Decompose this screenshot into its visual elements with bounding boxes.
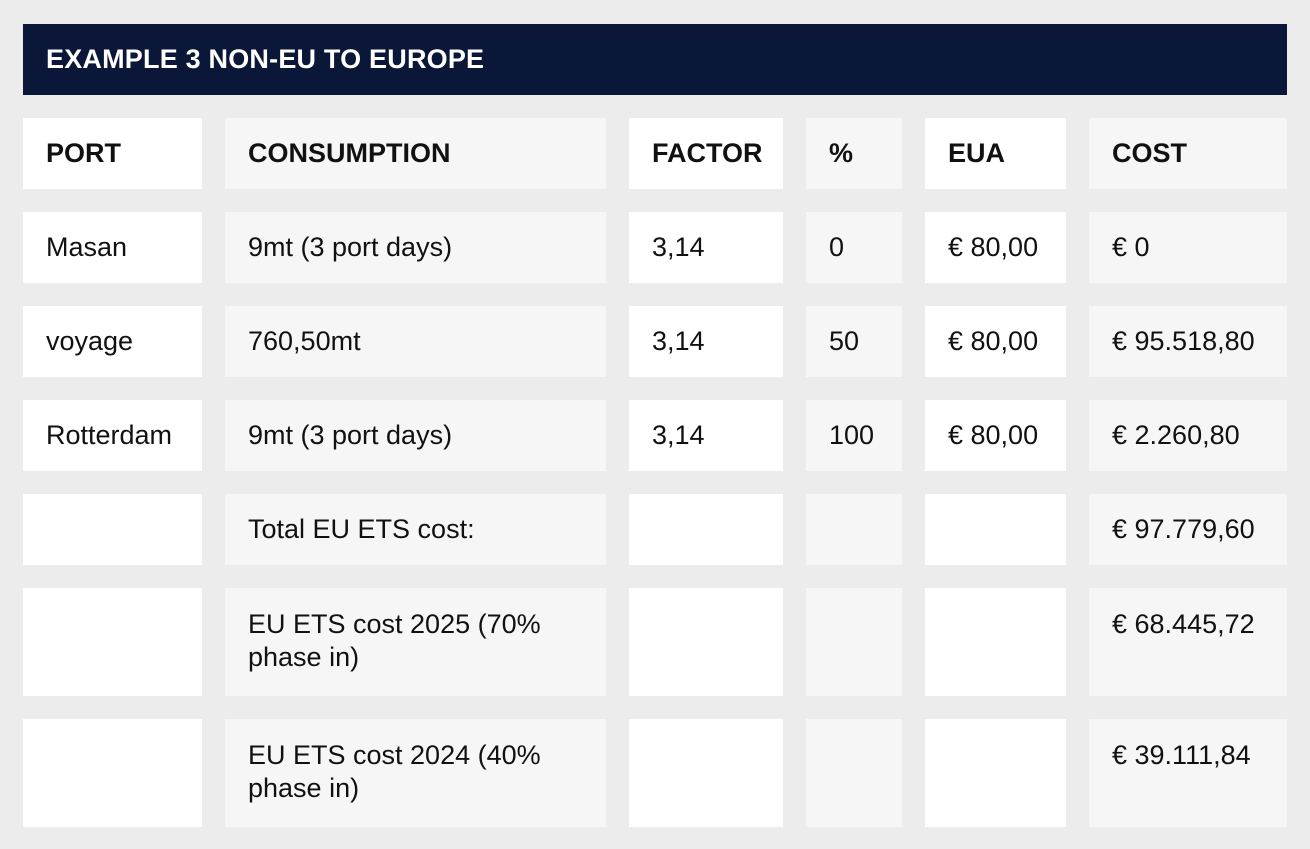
cell-consumption: 760,50mt <box>225 306 606 377</box>
cell-cost: € 39.111,84 <box>1089 719 1287 827</box>
table-row: Masan 9mt (3 port days) 3,14 0 € 80,00 €… <box>23 212 1287 283</box>
cell-factor: 3,14 <box>629 212 783 283</box>
table-row-2025: EU ETS cost 2025 (70% phase in) € 68.445… <box>23 588 1287 696</box>
cell-text: 0 <box>829 232 845 262</box>
header-label: CONSUMPTION <box>248 138 451 168</box>
cell-consumption: EU ETS cost 2024 (40% phase in) <box>225 719 606 827</box>
cell-eua: € 80,00 <box>925 400 1066 471</box>
cell-factor: 3,14 <box>629 306 783 377</box>
cell-text: EU ETS cost 2025 (70% phase in) <box>248 609 541 672</box>
table-row-2024: EU ETS cost 2024 (40% phase in) € 39.111… <box>23 719 1287 827</box>
cell-consumption: EU ETS cost 2025 (70% phase in) <box>225 588 606 696</box>
cell-text: 9mt (3 port days) <box>248 420 453 450</box>
cell-eua: € 80,00 <box>925 212 1066 283</box>
cell-text: € 80,00 <box>948 420 1039 450</box>
cell-cost: € 0 <box>1089 212 1287 283</box>
cell-percent <box>806 588 902 696</box>
cell-text: Total EU ETS cost: <box>248 514 475 544</box>
cell-factor <box>629 719 783 827</box>
cell-percent <box>806 719 902 827</box>
cell-cost: € 95.518,80 <box>1089 306 1287 377</box>
header-label: FACTOR <box>652 138 763 168</box>
cell-text: Rotterdam <box>46 420 173 450</box>
cell-text: € 2.260,80 <box>1112 420 1240 450</box>
table-row: voyage 760,50mt 3,14 50 € 80,00 € 95.518… <box>23 306 1287 377</box>
cell-port <box>23 719 202 827</box>
cell-text: € 97.779,60 <box>1112 514 1255 544</box>
cell-eua: € 80,00 <box>925 306 1066 377</box>
cell-cost: € 2.260,80 <box>1089 400 1287 471</box>
cell-eua <box>925 494 1066 565</box>
cell-text: 760,50mt <box>248 326 361 356</box>
cell-percent: 50 <box>806 306 902 377</box>
header-port: PORT <box>23 118 202 189</box>
cell-text: € 0 <box>1112 232 1150 262</box>
header-eua: EUA <box>925 118 1066 189</box>
cell-port: Rotterdam <box>23 400 202 471</box>
table-row-total: Total EU ETS cost: € 97.779,60 <box>23 494 1287 565</box>
cell-eua <box>925 588 1066 696</box>
cell-consumption: Total EU ETS cost: <box>225 494 606 565</box>
header-percent: % <box>806 118 902 189</box>
cell-text: € 80,00 <box>948 232 1039 262</box>
cell-percent: 0 <box>806 212 902 283</box>
table-title-bar: EXAMPLE 3 NON-EU TO EUROPE <box>23 24 1287 95</box>
header-consumption: CONSUMPTION <box>225 118 606 189</box>
cell-text: Masan <box>46 232 128 262</box>
cell-cost: € 68.445,72 <box>1089 588 1287 696</box>
cell-port <box>23 494 202 565</box>
cell-text: 3,14 <box>652 232 705 262</box>
header-label: EUA <box>948 138 1006 168</box>
table-title: EXAMPLE 3 NON-EU TO EUROPE <box>46 44 485 74</box>
cell-text: € 80,00 <box>948 326 1039 356</box>
header-factor: FACTOR <box>629 118 783 189</box>
cell-text: 50 <box>829 326 860 356</box>
cell-factor <box>629 494 783 565</box>
header-cost: COST <box>1089 118 1287 189</box>
cell-eua <box>925 719 1066 827</box>
cell-cost: € 97.779,60 <box>1089 494 1287 565</box>
cell-text: 3,14 <box>652 420 705 450</box>
cell-text: EU ETS cost 2024 (40% phase in) <box>248 740 541 803</box>
cell-text: € 39.111,84 <box>1112 740 1251 770</box>
cell-factor: 3,14 <box>629 400 783 471</box>
cell-consumption: 9mt (3 port days) <box>225 400 606 471</box>
table-header-row: PORT CONSUMPTION FACTOR % EUA COST <box>23 118 1287 189</box>
header-label: COST <box>1112 138 1188 168</box>
cell-text: voyage <box>46 326 134 356</box>
cell-consumption: 9mt (3 port days) <box>225 212 606 283</box>
cell-factor <box>629 588 783 696</box>
cell-text: € 95.518,80 <box>1112 326 1255 356</box>
cell-text: 9mt (3 port days) <box>248 232 453 262</box>
table-row: Rotterdam 9mt (3 port days) 3,14 100 € 8… <box>23 400 1287 471</box>
cell-text: € 68.445,72 <box>1112 609 1255 639</box>
header-label: % <box>829 138 854 168</box>
cell-port <box>23 588 202 696</box>
cell-port: voyage <box>23 306 202 377</box>
cell-percent: 100 <box>806 400 902 471</box>
header-label: PORT <box>46 138 122 168</box>
cell-port: Masan <box>23 212 202 283</box>
cell-text: 100 <box>829 420 875 450</box>
cell-text: 3,14 <box>652 326 705 356</box>
cell-percent <box>806 494 902 565</box>
